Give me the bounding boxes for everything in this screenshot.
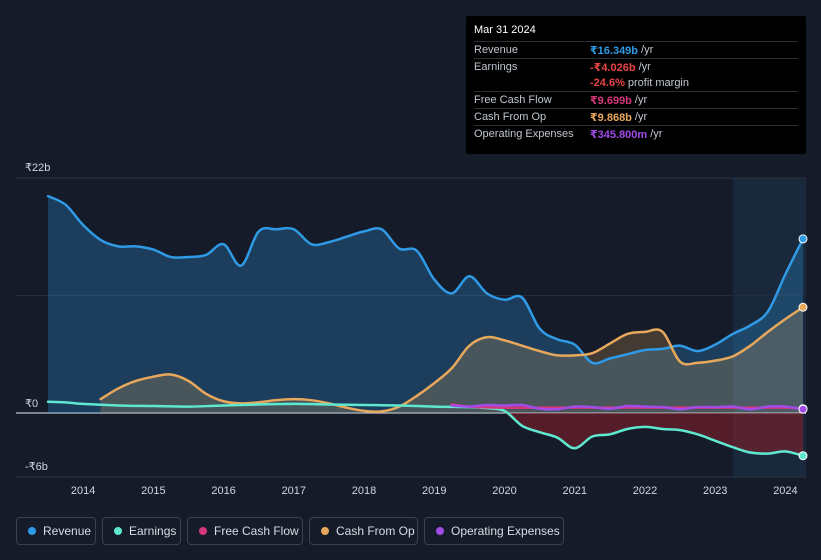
tooltip-value: ₹345.800m bbox=[590, 128, 648, 141]
tooltip-label: Earnings bbox=[474, 61, 518, 73]
tooltip-label: Cash From Op bbox=[474, 111, 547, 123]
legend-dot-icon bbox=[321, 527, 329, 535]
tooltip-row: Free Cash Flow ₹9.699b/yr bbox=[474, 91, 798, 108]
legend-item-cash-from-op[interactable]: Cash From Op bbox=[309, 517, 418, 545]
x-tick-label: 2020 bbox=[492, 485, 516, 497]
tooltip-value: -24.6% bbox=[590, 77, 625, 89]
cash-from-op-end-marker bbox=[798, 302, 808, 312]
x-tick-label: 2021 bbox=[563, 485, 587, 497]
tooltip-value: ₹9.699b bbox=[590, 94, 632, 107]
cash-from-op-line bbox=[99, 306, 805, 413]
tooltip-label: Free Cash Flow bbox=[474, 94, 552, 106]
x-tick-label: 2014 bbox=[71, 485, 95, 497]
x-tick-label: 2015 bbox=[141, 485, 165, 497]
legend-item-revenue[interactable]: Revenue bbox=[16, 517, 96, 545]
tooltip-value: ₹9.868b bbox=[590, 111, 632, 124]
tooltip-row: Revenue ₹16.349b/yr bbox=[474, 41, 798, 58]
tooltip-row: Earnings -₹4.026b/yr bbox=[474, 58, 798, 75]
earnings-end-marker bbox=[798, 451, 808, 461]
tooltip-rows: Revenue ₹16.349b/yr Earnings -₹4.026b/yr -24… bbox=[474, 41, 798, 142]
x-tick-label: 2018 bbox=[352, 485, 376, 497]
tooltip: Mar 31 2024 Revenue ₹16.349b/yr Earnings -₹… bbox=[466, 16, 806, 154]
free-cash-flow-line bbox=[450, 403, 805, 410]
legend-label: Free Cash Flow bbox=[214, 524, 299, 538]
tooltip-value: ₹16.349b bbox=[590, 44, 639, 57]
x-tick-label: 2024 bbox=[773, 485, 797, 497]
tooltip-unit: profit margin bbox=[627, 77, 689, 89]
legend-label: Revenue bbox=[43, 524, 92, 538]
operating-expenses-line bbox=[450, 403, 805, 411]
legend-dot-icon bbox=[114, 527, 122, 535]
tooltip-row: Cash From Op ₹9.868b/yr bbox=[474, 108, 798, 125]
revenue-end-marker bbox=[798, 234, 808, 244]
tooltip-date: Mar 31 2024 bbox=[474, 24, 536, 36]
legend-label: Operating Expenses bbox=[451, 524, 560, 538]
x-tick-label: 2016 bbox=[211, 485, 235, 497]
series-lines bbox=[46, 194, 805, 457]
operating-expenses-end-marker bbox=[798, 404, 808, 414]
x-ticks: 2014 2015 2016 2017 2018 2019 2020 2021 2022 2023… bbox=[71, 485, 798, 497]
cash-from-op-area bbox=[100, 307, 803, 413]
legend-label: Earnings bbox=[129, 524, 177, 538]
legend-item-earnings[interactable]: Earnings bbox=[102, 517, 181, 545]
y-label-bottom: -₹6b bbox=[25, 461, 48, 473]
series-areas bbox=[48, 196, 803, 456]
tooltip-row: Operating Expenses ₹345.800m/yr bbox=[474, 125, 798, 142]
legend-label: Cash From Op bbox=[336, 524, 415, 538]
end-markers bbox=[798, 234, 808, 461]
tooltip-unit: /yr bbox=[638, 61, 651, 73]
legend-dot-icon bbox=[436, 527, 444, 535]
legend-item-free-cash-flow[interactable]: Free Cash Flow bbox=[187, 517, 303, 545]
earnings-line bbox=[46, 400, 805, 457]
tooltip-unit: /yr bbox=[650, 128, 663, 140]
tooltip-unit: /yr bbox=[634, 94, 648, 106]
legend-item-operating-expenses[interactable]: Operating Expenses bbox=[424, 517, 564, 545]
tooltip-value: -₹4.026b bbox=[590, 61, 636, 74]
tooltip-label: Revenue bbox=[474, 44, 519, 56]
tooltip-unit: /yr bbox=[641, 44, 654, 56]
revenue-line bbox=[46, 194, 805, 365]
x-tick-label: 2017 bbox=[282, 485, 306, 497]
tooltip-row: -24.6% profit margin bbox=[474, 75, 798, 91]
y-label-zero: ₹0 bbox=[25, 398, 38, 410]
legend-dot-icon bbox=[199, 527, 207, 535]
tooltip-unit: /yr bbox=[634, 111, 648, 123]
axis-labels: ₹22b ₹0 -₹6b bbox=[25, 162, 50, 473]
x-tick-label: 2022 bbox=[633, 485, 657, 497]
x-tick-label: 2023 bbox=[703, 485, 727, 497]
tooltip-label: Operating Expenses bbox=[474, 128, 574, 140]
legend-dot-icon bbox=[28, 527, 36, 535]
revenue-area bbox=[48, 196, 803, 413]
x-tick-label: 2019 bbox=[422, 485, 446, 497]
y-label-top: ₹22b bbox=[25, 162, 50, 174]
